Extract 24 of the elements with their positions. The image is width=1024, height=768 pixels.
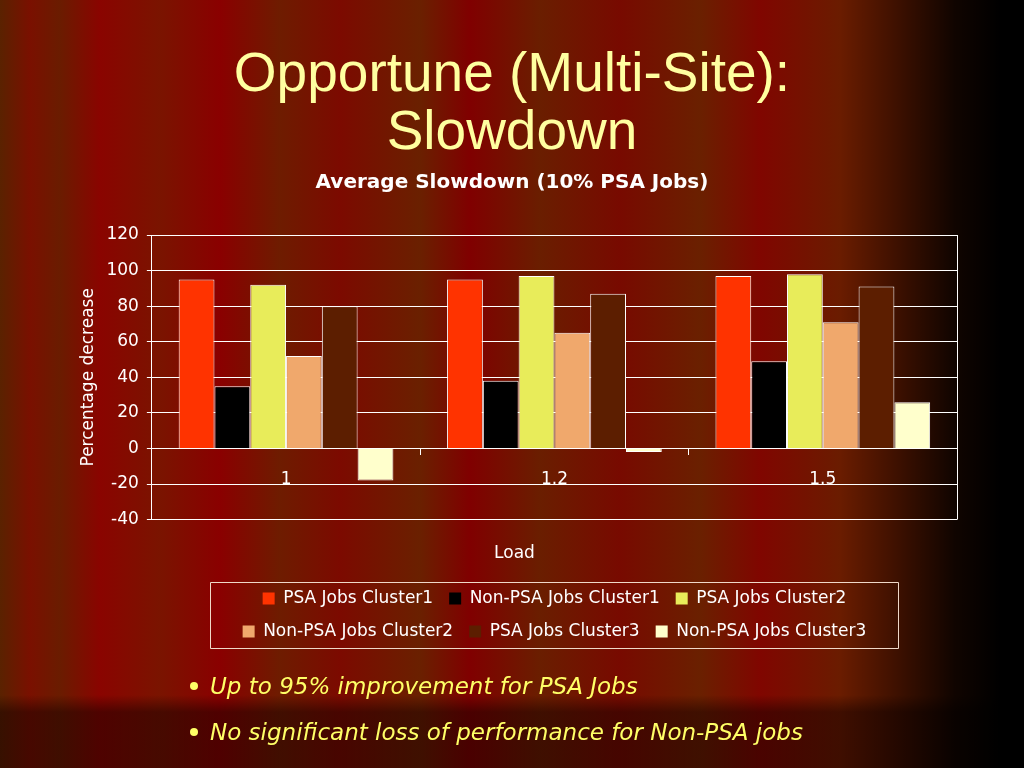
x-tick-label: 1.5 [809,468,837,489]
y-tick-label: -40 [111,508,139,529]
legend-label: Non-PSA Jobs Cluster2 [263,619,454,640]
y-tick-label: 40 [117,365,139,386]
text: No significant loss of performance for Non-PSA jobs [210,718,803,746]
chart-subtitle: Average Slowdown (10% PSA Jobs) [314,169,710,193]
chart-title: Opportune (Multi-Site): Slowdown [232,41,792,161]
x-tick-label: 1.2 [540,468,568,489]
text: Up to 95% improvement for PSA Jobs [210,672,638,700]
y-tick-label: 80 [117,294,139,315]
y-tick-label: 100 [106,259,139,279]
y-tick-label: 120 [106,223,139,244]
legend-label: PSA Jobs Cluster3 [489,619,640,640]
y-axis-title: Percentage decrease [76,288,97,467]
y-tick-label: 0 [128,436,139,457]
legend-label: Non-PSA Jobs Cluster1 [469,586,660,607]
y-tick-label: -20 [111,472,139,493]
x-axis-title: Load [494,542,535,563]
x-tick-label: 1 [280,468,292,489]
y-tick-label: 60 [117,330,139,351]
legend-label: Non-PSA Jobs Cluster3 [676,619,867,640]
legend-label: PSA Jobs Cluster2 [696,586,847,607]
legend-label: PSA Jobs Cluster1 [283,586,434,607]
y-tick-label: 20 [117,401,139,422]
